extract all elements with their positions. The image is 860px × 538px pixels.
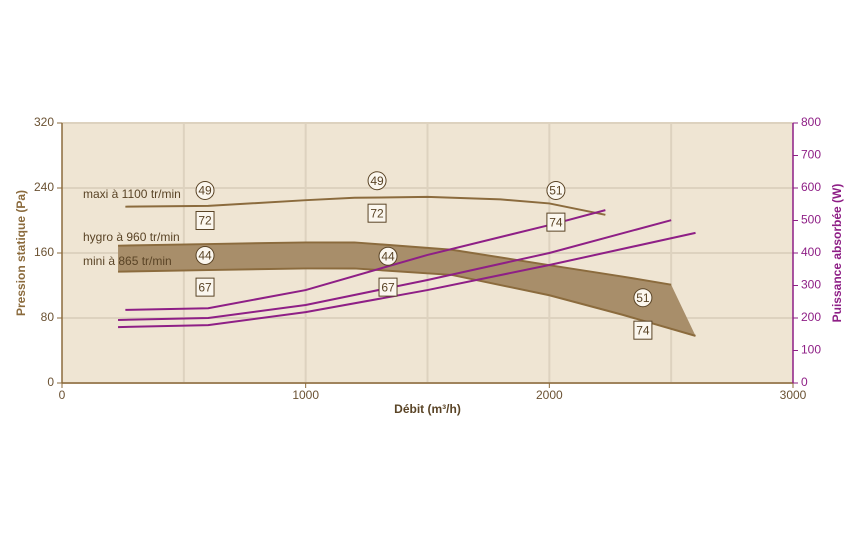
annotation: 51	[549, 184, 563, 198]
y2-tick-label: 800	[801, 115, 821, 129]
x-tick-label: 3000	[780, 388, 807, 402]
series-label: hygro à 960 tr/min	[83, 230, 180, 244]
annotation-box	[378, 277, 398, 297]
y2-tick-label: 500	[801, 213, 821, 227]
annotation: 74	[549, 215, 563, 229]
annotation-circle	[195, 245, 215, 265]
series-label: maxi à 1100 tr/min	[83, 187, 181, 201]
y-tick-label: 160	[34, 245, 54, 259]
line	[125, 195, 606, 216]
annotation: 67	[198, 280, 212, 294]
y2-tick-label: 700	[801, 148, 821, 162]
y2-tick-label: 0	[801, 375, 808, 389]
x-tick-label: 2000	[536, 388, 563, 402]
annotation: 72	[370, 206, 384, 220]
line	[118, 241, 672, 286]
annotation-circle	[633, 288, 653, 308]
y-tick-label: 0	[47, 375, 54, 389]
y2-axis-label: Puissance absorbée (W)	[830, 184, 844, 323]
annotation-circle	[195, 180, 215, 200]
annotation-circle	[367, 171, 387, 191]
y-tick-label: 80	[41, 310, 55, 324]
y-axis-label: Pression statique (Pa)	[14, 190, 28, 316]
annotation: 44	[381, 249, 395, 263]
y2-tick-label: 200	[801, 310, 821, 324]
annotation-circle	[546, 180, 566, 200]
annotation: 49	[370, 174, 384, 188]
annotation: 74	[636, 323, 650, 337]
x-axis-label: Débit (m³/h)	[394, 402, 461, 416]
annotation: 49	[198, 184, 212, 198]
y2-tick-label: 100	[801, 343, 821, 357]
x-tick-label: 1000	[292, 388, 319, 402]
series-label: mini à 865 tr/min	[83, 254, 172, 268]
line	[118, 219, 672, 321]
annotation: 44	[198, 249, 212, 263]
annotation-box	[546, 212, 566, 232]
annotation-box	[195, 211, 215, 230]
y-tick-label: 320	[34, 115, 54, 129]
annotation-circle	[378, 246, 398, 266]
y2-tick-label: 600	[801, 180, 821, 194]
annotation-box	[195, 277, 215, 297]
annotation-box	[367, 203, 387, 223]
annotation: 51	[636, 291, 650, 305]
annotation-box	[633, 320, 653, 340]
line	[118, 267, 696, 337]
annotation: 72	[198, 214, 212, 228]
y2-tick-label: 400	[801, 245, 821, 259]
y-tick-label: 240	[34, 180, 54, 194]
line	[118, 231, 696, 329]
y2-tick-label: 300	[801, 278, 821, 292]
annotation: 67	[381, 280, 395, 294]
x-tick-label: 0	[59, 388, 66, 402]
